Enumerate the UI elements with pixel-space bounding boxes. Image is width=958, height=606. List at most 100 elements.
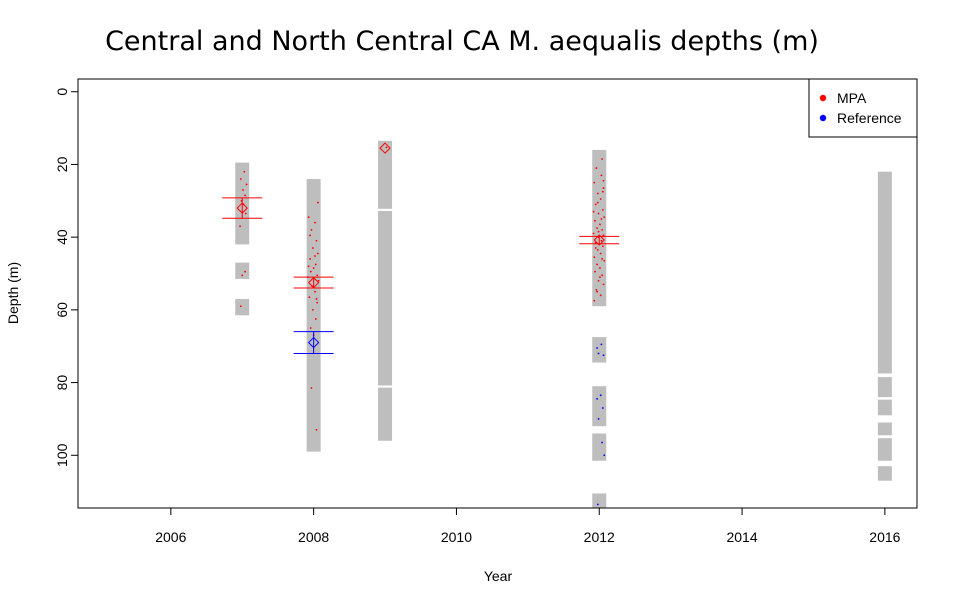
data-point-mpa bbox=[595, 167, 598, 169]
data-point-mpa bbox=[593, 256, 596, 259]
data-point-reference bbox=[596, 398, 599, 400]
data-point-mpa bbox=[599, 267, 601, 269]
data-point-mpa bbox=[601, 245, 604, 248]
legend-marker-mpa bbox=[819, 94, 827, 102]
mean-diamond-mpa bbox=[593, 234, 605, 246]
data-point-mpa bbox=[239, 178, 242, 180]
data-point-reference bbox=[599, 394, 602, 397]
legend-label-reference: Reference bbox=[837, 110, 902, 126]
depth-range-bar bbox=[877, 399, 892, 416]
legend-box bbox=[808, 78, 918, 138]
y-axis-label: Depth (m) bbox=[5, 262, 21, 324]
legend-marker-reference bbox=[819, 114, 827, 122]
depth-range-bar bbox=[378, 387, 393, 441]
data-point-mpa bbox=[239, 305, 242, 308]
data-point-mpa bbox=[602, 234, 605, 237]
data-point-reference bbox=[601, 407, 604, 409]
data-point-mpa bbox=[594, 270, 596, 273]
y-tick-label: 80 bbox=[54, 375, 70, 391]
data-point-mpa bbox=[603, 216, 606, 219]
data-point-mpa bbox=[601, 258, 604, 260]
data-point-mpa bbox=[600, 239, 603, 242]
plot-frame bbox=[77, 78, 918, 509]
depth-range-bar bbox=[592, 493, 607, 508]
data-point-mpa bbox=[312, 267, 315, 269]
data-point-mpa bbox=[310, 387, 313, 389]
depth-range-bar bbox=[877, 438, 892, 461]
depth-range-bar bbox=[235, 298, 250, 316]
data-point-mpa bbox=[314, 318, 317, 320]
depth-range-bar bbox=[877, 466, 892, 481]
data-point-mpa bbox=[385, 146, 388, 149]
x-tick-label: 2006 bbox=[155, 529, 186, 545]
y-tick-label: 40 bbox=[54, 229, 70, 245]
data-point-mpa bbox=[312, 247, 314, 249]
sampled-depth-ranges bbox=[235, 140, 892, 508]
data-point-mpa bbox=[316, 301, 319, 304]
depth-range-bar bbox=[592, 149, 607, 307]
data-point-mpa bbox=[244, 194, 246, 197]
data-point-mpa bbox=[315, 428, 318, 431]
data-point-mpa bbox=[593, 181, 596, 184]
depth-range-bar bbox=[306, 178, 321, 452]
y-axis: 0 20 40 60 80 100 bbox=[54, 88, 78, 467]
data-point-mpa bbox=[309, 327, 312, 329]
mean-diamond-mpa bbox=[307, 276, 320, 289]
data-point-reference bbox=[597, 352, 600, 355]
data-point-mpa bbox=[596, 263, 599, 266]
data-point-mpa bbox=[243, 170, 246, 173]
mean-diamond-mpa bbox=[379, 142, 391, 154]
x-axis-label: Year bbox=[484, 568, 513, 584]
data-point-mpa bbox=[309, 270, 312, 273]
data-point-mpa bbox=[592, 210, 595, 213]
x-tick-label: 2016 bbox=[869, 529, 900, 545]
data-point-mpa bbox=[601, 274, 604, 277]
data-point-mpa bbox=[245, 183, 248, 186]
data-point-mpa bbox=[599, 276, 601, 279]
mean-diamond-mpa bbox=[236, 202, 248, 214]
data-point-mpa bbox=[597, 279, 600, 282]
data-point-reference bbox=[600, 343, 603, 346]
depth-range-bar bbox=[592, 337, 607, 363]
data-point-mpa bbox=[601, 208, 604, 211]
legend: MPA Reference bbox=[808, 78, 918, 138]
data-point-mpa bbox=[314, 255, 316, 257]
data-point-mpa bbox=[593, 299, 596, 302]
data-point-mpa bbox=[599, 223, 601, 226]
observation-points bbox=[239, 146, 606, 506]
data-point-reference bbox=[596, 503, 599, 506]
data-point-mpa bbox=[315, 298, 318, 300]
data-point-mpa bbox=[599, 252, 602, 255]
data-point-mpa bbox=[599, 198, 602, 200]
data-point-mpa bbox=[317, 252, 319, 255]
data-point-mpa bbox=[308, 296, 311, 299]
x-tick-label: 2010 bbox=[441, 529, 472, 545]
mean-markers bbox=[222, 142, 620, 354]
data-point-mpa bbox=[601, 228, 604, 231]
depth-range-bar bbox=[592, 386, 607, 427]
data-point-mpa bbox=[309, 234, 311, 237]
data-point-mpa bbox=[599, 294, 602, 297]
data-point-mpa bbox=[314, 221, 316, 224]
depth-range-bar bbox=[592, 433, 607, 461]
depth-range-bar bbox=[877, 171, 892, 374]
data-point-reference bbox=[602, 354, 605, 357]
data-point-mpa bbox=[314, 263, 317, 266]
data-point-mpa bbox=[315, 239, 318, 242]
x-tick-label: 2012 bbox=[584, 529, 615, 545]
data-point-mpa bbox=[314, 290, 316, 293]
data-point-mpa bbox=[595, 288, 598, 291]
data-point-mpa bbox=[239, 225, 241, 228]
y-tick-label: 60 bbox=[54, 302, 70, 318]
data-point-mpa bbox=[309, 258, 311, 260]
y-tick-label: 0 bbox=[54, 88, 70, 96]
depth-range-bar bbox=[235, 262, 250, 279]
data-point-mpa bbox=[596, 192, 599, 195]
data-point-mpa bbox=[603, 259, 606, 262]
legend-label-mpa: MPA bbox=[837, 90, 867, 106]
data-point-reference bbox=[603, 454, 606, 457]
data-point-mpa bbox=[244, 270, 246, 273]
data-point-mpa bbox=[317, 201, 319, 204]
data-point-mpa bbox=[310, 228, 313, 231]
